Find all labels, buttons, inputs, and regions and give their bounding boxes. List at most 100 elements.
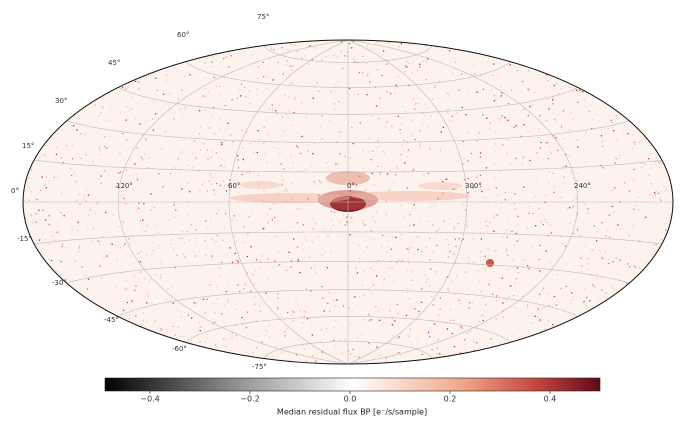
speckle bbox=[407, 260, 409, 262]
speckle bbox=[140, 342, 143, 344]
speckle bbox=[515, 157, 517, 160]
speckle bbox=[200, 149, 202, 151]
speckle bbox=[249, 102, 251, 105]
speckle bbox=[34, 233, 37, 236]
speckle bbox=[603, 311, 605, 313]
speckle bbox=[290, 155, 292, 158]
speckle bbox=[661, 70, 664, 72]
speckle bbox=[312, 345, 314, 348]
speckle bbox=[517, 271, 519, 274]
speckle bbox=[225, 345, 227, 348]
speckle bbox=[445, 178, 447, 180]
speckle bbox=[566, 207, 569, 209]
speckle bbox=[184, 107, 186, 110]
speckle bbox=[79, 250, 81, 252]
speckle bbox=[672, 350, 673, 352]
speckle bbox=[521, 177, 523, 179]
speckle bbox=[384, 152, 386, 155]
speckle bbox=[336, 56, 338, 58]
speckle bbox=[648, 271, 650, 273]
speckle bbox=[449, 50, 451, 52]
speckle bbox=[86, 277, 88, 279]
speckle bbox=[493, 230, 495, 232]
speckle bbox=[47, 92, 49, 94]
speckle bbox=[80, 157, 82, 159]
speckle bbox=[259, 332, 261, 334]
speckle bbox=[212, 189, 215, 191]
speckle bbox=[295, 298, 297, 300]
speckle bbox=[154, 50, 156, 52]
speckle bbox=[329, 121, 331, 123]
speckle bbox=[165, 272, 167, 274]
speckle bbox=[429, 336, 431, 338]
speckle bbox=[290, 260, 293, 262]
speckle bbox=[237, 155, 239, 157]
speckle bbox=[270, 47, 272, 50]
speckle bbox=[151, 350, 153, 352]
speckle bbox=[263, 180, 265, 182]
speckle bbox=[629, 67, 631, 69]
speckle bbox=[318, 90, 320, 92]
speckle bbox=[601, 91, 603, 94]
speckle bbox=[192, 167, 194, 169]
speckle bbox=[505, 229, 508, 231]
speckle bbox=[409, 328, 411, 330]
speckle bbox=[197, 350, 200, 352]
speckle bbox=[638, 209, 640, 211]
speckle bbox=[458, 89, 460, 91]
speckle bbox=[285, 64, 287, 66]
speckle bbox=[634, 141, 636, 143]
speckle bbox=[180, 316, 182, 318]
speckle bbox=[632, 224, 635, 226]
speckle bbox=[139, 261, 141, 263]
speckle bbox=[595, 240, 598, 242]
speckle bbox=[502, 302, 504, 304]
speckle bbox=[353, 242, 355, 245]
speckle bbox=[338, 150, 340, 152]
speckle bbox=[334, 304, 336, 307]
speckle bbox=[209, 173, 211, 175]
speckle bbox=[181, 89, 183, 91]
speckle bbox=[62, 86, 64, 88]
speckle bbox=[440, 102, 442, 104]
speckle bbox=[122, 309, 125, 312]
speckle bbox=[92, 241, 94, 243]
speckle bbox=[527, 306, 529, 308]
speckle bbox=[477, 270, 479, 272]
speckle bbox=[584, 203, 586, 205]
speckle bbox=[414, 138, 416, 141]
speckle bbox=[65, 60, 67, 63]
plane-feature bbox=[230, 193, 350, 203]
speckle bbox=[429, 206, 431, 209]
speckle bbox=[98, 243, 101, 245]
speckle bbox=[290, 167, 292, 169]
speckle bbox=[597, 62, 599, 65]
speckle bbox=[208, 180, 210, 182]
speckle bbox=[57, 290, 59, 292]
speckle bbox=[48, 258, 50, 260]
speckle bbox=[381, 74, 383, 76]
speckle bbox=[255, 320, 258, 322]
speckle bbox=[582, 201, 584, 203]
speckle bbox=[212, 65, 214, 68]
speckle bbox=[48, 359, 50, 361]
speckle bbox=[528, 212, 530, 214]
speckle bbox=[446, 239, 448, 241]
speckle bbox=[160, 61, 162, 63]
speckle bbox=[141, 116, 144, 118]
speckle bbox=[244, 284, 246, 286]
speckle bbox=[27, 111, 29, 113]
speckle bbox=[589, 216, 591, 219]
speckle bbox=[366, 45, 368, 48]
speckle bbox=[385, 126, 387, 128]
speckle bbox=[327, 302, 329, 304]
speckle bbox=[229, 247, 231, 249]
speckle bbox=[277, 219, 279, 222]
speckle bbox=[418, 221, 421, 223]
speckle bbox=[294, 173, 296, 176]
speckle bbox=[167, 123, 169, 125]
speckle bbox=[605, 308, 607, 310]
speckle bbox=[377, 165, 379, 168]
speckle bbox=[211, 114, 213, 117]
speckle bbox=[366, 246, 368, 249]
